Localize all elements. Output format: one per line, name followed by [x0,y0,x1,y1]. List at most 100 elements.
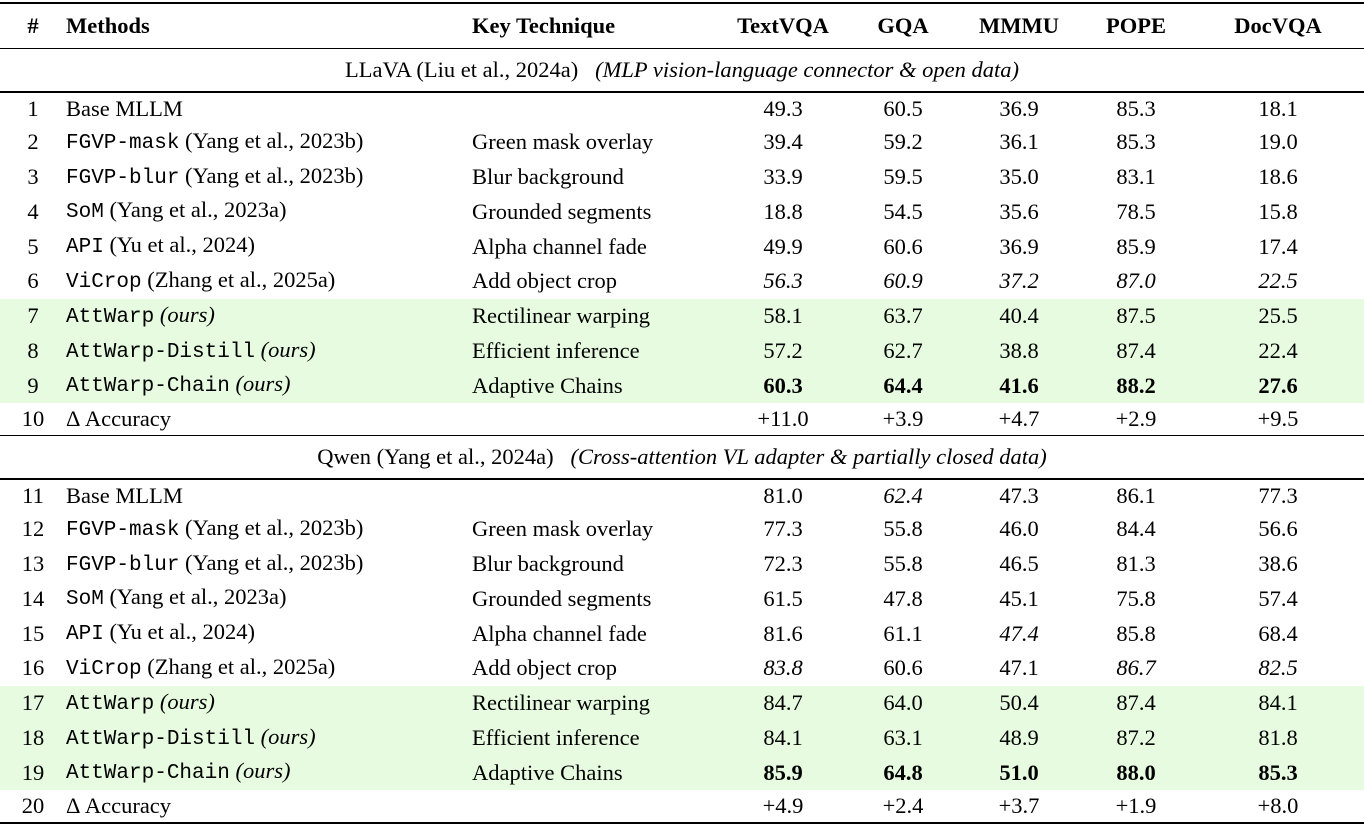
metric-value: 64.4 [848,368,958,404]
metric-value: 77.3 [1258,482,1298,508]
metric-value: 72.3 [763,551,803,577]
method-code: API [66,236,104,260]
row-index: 3 [27,164,39,190]
metric-value: 83.1 [1116,164,1156,190]
metric-value: 75.8 [1116,585,1156,611]
metric-value: 49.3 [763,96,803,121]
method-citation: (Yang et al., 2023a) [103,197,287,223]
row-index: 17 [0,685,66,721]
section-header: Qwen (Yang et al., 2024a) (Cross-attenti… [0,434,1364,480]
metric-value: 60.3 [718,368,848,404]
table-row: 15 API (Yu et al., 2024) Alpha channel fad… [0,616,1364,651]
metric-value: +3.7 [958,790,1080,824]
metric-value: 57.4 [1258,585,1298,611]
metric-value: 78.5 [1116,198,1156,224]
section-header: LLaVA (Liu et al., 2024a) (MLP vision-la… [0,48,1364,93]
metric-value: 85.9 [718,755,848,791]
metric-value: 81.8 [1192,720,1364,756]
metric-value: 46.0 [999,516,1039,542]
metric-value: 18.6 [1258,164,1298,190]
metric-value: 39.4 [763,129,803,155]
row-index: 14 [21,585,45,611]
row-index: 16 [21,655,45,681]
method-cell: FGVP-blur (Yang et al., 2023b) [66,160,472,195]
metric-value: 63.1 [848,720,958,756]
method-citation: (Zhang et al., 2025a) [141,653,336,679]
metric-value: 64.0 [848,685,958,721]
section-subtitle: (MLP vision-language connector & open da… [595,57,1020,82]
metric-value: +4.7 [998,406,1040,432]
metric-value: 15.8 [1258,198,1298,224]
table-row: 4 SoM (Yang et al., 2023a) Grounded segmen… [0,194,1364,229]
metric-value: 87.0 [1116,268,1156,294]
metric-value: 46.5 [999,551,1039,577]
row-index: 8 [0,333,66,369]
metric-value: 84.1 [1192,685,1364,721]
metric-value: 19.0 [1258,129,1298,155]
method-code: FGVP-blur [66,166,180,190]
metric-value: 36.1 [999,129,1039,155]
key-technique: Efficient inference [472,720,718,756]
key-technique: Green mask overlay [472,129,654,155]
metric-value: 60.5 [883,96,923,121]
table-row: 1 Base MLLM 49.3 60.5 36.9 85.3 18.1 [0,92,1364,125]
metric-value: +8.0 [1192,790,1364,824]
method-cell: AttWarp (ours) [66,685,472,721]
metric-value: 17.4 [1258,233,1298,259]
metric-value: 62.7 [848,333,958,369]
column-header: MMMU [958,2,1080,49]
metric-value: 38.8 [958,333,1080,369]
key-technique: Green mask overlay [472,516,654,542]
metric-value: 47.3 [999,482,1039,508]
row-index: 5 [27,233,39,259]
table-row: 5 API (Yu et al., 2024) Alpha channel fade… [0,229,1364,264]
key-technique: Add object crop [472,655,617,681]
metric-value: 60.6 [883,655,923,681]
metric-value: 18.1 [1258,96,1298,121]
metric-value: 55.8 [883,516,923,542]
metric-value: 47.1 [999,655,1039,681]
ours-tag: (ours) [255,723,316,749]
row-index: 7 [0,298,66,334]
metric-value: 22.4 [1192,333,1364,369]
metric-value: 27.6 [1192,368,1364,404]
method-cell: FGVP-blur (Yang et al., 2023b) [66,547,472,582]
metric-value: 48.9 [958,720,1080,756]
metric-value: 88.2 [1080,368,1192,404]
row-index: 6 [27,268,39,294]
method-citation: Base MLLM [66,482,183,508]
method-cell: AttWarp-Chain (ours) [66,368,472,404]
ours-tag: (ours) [255,336,316,362]
method-cell: AttWarp-Distill (ours) [66,720,472,756]
method-citation: (Yang et al., 2023a) [103,584,287,610]
method-citation: (Yang et al., 2023b) [179,514,364,540]
row-index: 18 [0,720,66,756]
method-cell: Base MLLM [66,479,472,512]
key-technique: Adaptive Chains [472,755,718,791]
metric-value: 88.0 [1080,755,1192,791]
metric-value: 60.9 [883,268,923,294]
method-code: SoM [66,588,104,612]
key-technique [472,790,718,824]
metric-value: +2.4 [848,790,958,824]
row-index: 9 [0,368,66,404]
method-code: ViCrop [66,270,142,294]
key-technique: Grounded segments [472,585,652,611]
metric-value: 35.0 [999,164,1039,190]
metric-value: 81.0 [763,482,803,508]
method-cell: Δ Accuracy [66,403,472,435]
ours-tag: (ours) [229,758,291,784]
section-title-cell: LLaVA (Liu et al., 2024a) (MLP vision-la… [0,48,1364,93]
key-technique: Grounded segments [472,198,652,224]
method-cell: Δ Accuracy [66,790,472,824]
table-row: 9 AttWarp-Chain (ours) Adaptive Chains 60.3… [0,368,1364,404]
metric-value: 84.7 [718,685,848,721]
section-subtitle: (Cross-attention VL adapter & partially … [570,443,1047,469]
table-row: 6 ViCrop (Zhang et al., 2025a) Add object … [0,264,1364,299]
section-title: LLaVA (Liu et al., 2024a) [344,57,579,82]
method-code: AttWarp-Distill [66,727,256,751]
method-cell: AttWarp (ours) [66,298,472,334]
metric-value: 81.6 [763,620,803,646]
ours-tag: (ours) [154,301,215,327]
section-title: Qwen (Yang et al., 2024a) [317,443,554,469]
